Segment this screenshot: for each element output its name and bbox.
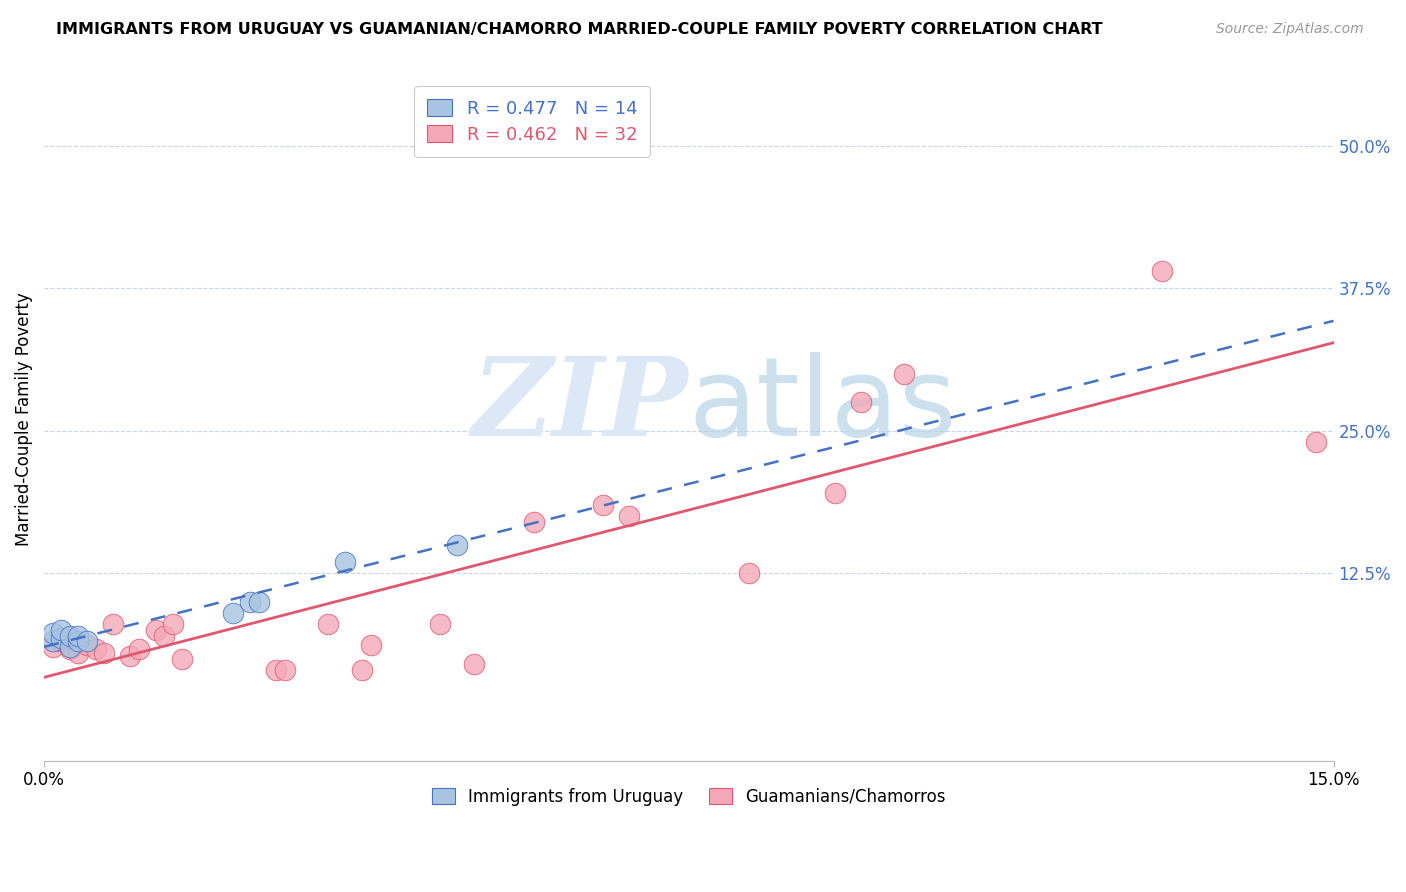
Point [849, 395, 872, 409]
Point [120, 649, 142, 664]
Point [76, 634, 98, 648]
Y-axis label: Married-Couple Family Poverty: Married-Couple Family Poverty [15, 293, 32, 546]
Point [893, 367, 915, 381]
Point [51, 634, 73, 648]
Text: ZIP: ZIP [472, 351, 689, 459]
Point [59, 642, 82, 657]
Point [153, 629, 176, 643]
Point [67, 634, 90, 648]
Point [429, 617, 451, 632]
Point [1150, 264, 1173, 278]
Point [274, 663, 297, 677]
Point [523, 515, 546, 529]
Point [239, 594, 262, 608]
Point [360, 638, 382, 652]
Point [76, 638, 98, 652]
Point [446, 538, 468, 552]
Point [824, 486, 846, 500]
Point [41, 634, 63, 648]
Point [316, 617, 339, 632]
Point [222, 606, 245, 620]
Text: Source: ZipAtlas.com: Source: ZipAtlas.com [1216, 22, 1364, 37]
Point [247, 594, 270, 608]
Point [67, 629, 90, 643]
Legend: Immigrants from Uruguay, Guamanians/Chamorros: Immigrants from Uruguay, Guamanians/Cham… [423, 780, 955, 814]
Point [145, 623, 167, 637]
Point [264, 663, 287, 677]
Point [59, 640, 82, 654]
Point [352, 663, 374, 677]
Point [162, 617, 184, 632]
Point [51, 634, 73, 648]
Point [1305, 435, 1327, 450]
Point [51, 631, 73, 645]
Point [170, 651, 193, 665]
Point [738, 566, 761, 580]
Point [59, 629, 82, 643]
Point [84, 642, 107, 657]
Point [93, 646, 115, 660]
Text: atlas: atlas [689, 352, 957, 459]
Point [617, 509, 640, 524]
Point [128, 642, 150, 657]
Point [51, 623, 73, 637]
Point [67, 646, 90, 660]
Point [101, 617, 124, 632]
Point [59, 631, 82, 645]
Text: IMMIGRANTS FROM URUGUAY VS GUAMANIAN/CHAMORRO MARRIED-COUPLE FAMILY POVERTY CORR: IMMIGRANTS FROM URUGUAY VS GUAMANIAN/CHA… [56, 22, 1102, 37]
Point [41, 640, 63, 654]
Point [463, 657, 485, 672]
Point [333, 555, 356, 569]
Point [592, 498, 614, 512]
Point [41, 626, 63, 640]
